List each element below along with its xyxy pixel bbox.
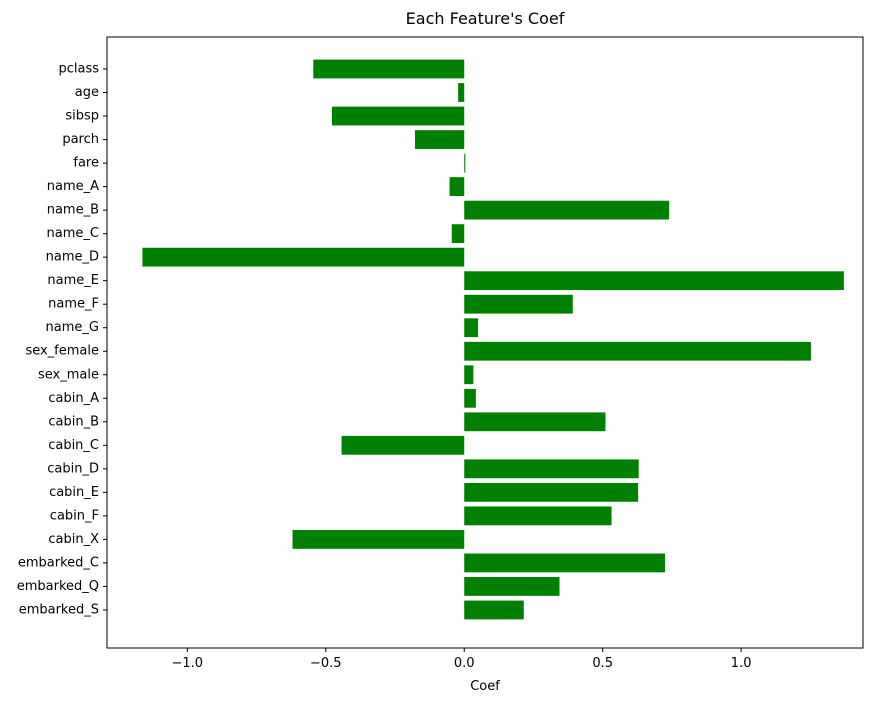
y-tick-label: cabin_B xyxy=(48,414,99,429)
y-tick-label: cabin_X xyxy=(48,532,99,547)
x-tick-label: 1.0 xyxy=(731,656,752,671)
x-tick-label: 0.5 xyxy=(592,656,613,671)
y-tick-label: name_E xyxy=(47,273,99,288)
bar-sex_male xyxy=(464,365,474,385)
x-tick-label: −1.0 xyxy=(172,656,204,671)
bar-cabin_D xyxy=(464,459,639,479)
bar-cabin_B xyxy=(464,412,606,432)
bar-name_D xyxy=(142,247,465,267)
bar-name_F xyxy=(464,294,573,314)
y-tick-label: cabin_D xyxy=(47,461,99,476)
bar-name_E xyxy=(464,271,844,291)
y-tick-label: embarked_S xyxy=(19,602,99,617)
bars-group xyxy=(142,59,844,620)
y-tick-label: sibsp xyxy=(65,109,99,124)
bar-name_B xyxy=(464,200,670,220)
bar-sex_female xyxy=(464,341,811,361)
y-tick-label: name_D xyxy=(46,250,99,265)
y-tick-label: name_B xyxy=(47,203,99,218)
bar-cabin_E xyxy=(464,482,639,502)
bar-cabin_X xyxy=(292,530,465,549)
bar-parch xyxy=(414,130,465,149)
y-tick-label: age xyxy=(75,85,99,100)
bar-cabin_C xyxy=(341,435,465,455)
x-tick-label: −0.5 xyxy=(310,656,342,671)
bar-age xyxy=(458,83,465,102)
y-tick-label: parch xyxy=(62,132,99,147)
bar-cabin_A xyxy=(464,388,476,408)
chart-title: Each Feature's Coef xyxy=(406,9,565,28)
y-tick-label: sex_female xyxy=(25,344,99,359)
y-tick-label: cabin_F xyxy=(50,508,99,523)
bar-name_G xyxy=(464,318,479,338)
bar-embarked_C xyxy=(464,553,665,573)
y-tick-label: embarked_C xyxy=(18,555,99,570)
bar-cabin_F xyxy=(464,506,612,526)
bar-embarked_S xyxy=(464,600,524,620)
y-axis-ticks: pclass age sibsp parch fare name_A name_B name_… xyxy=(17,62,107,617)
y-tick-label: name_A xyxy=(47,179,99,194)
y-tick-label: pclass xyxy=(58,62,99,77)
bar-name_A xyxy=(449,177,465,196)
bar-pclass xyxy=(313,59,465,79)
bar-fare xyxy=(464,153,466,173)
y-tick-label: fare xyxy=(73,156,99,171)
x-axis-ticks: −1.0 −0.5 0.0 0.5 1.0 xyxy=(172,648,752,671)
y-tick-label: name_F xyxy=(48,297,99,312)
bar-name_C xyxy=(451,224,465,244)
y-tick-label: sex_male xyxy=(38,367,99,382)
y-tick-label: cabin_E xyxy=(49,485,99,500)
bar-sibsp xyxy=(331,106,465,126)
y-tick-label: embarked_Q xyxy=(17,579,99,594)
y-tick-label: name_G xyxy=(46,320,99,335)
bar-embarked_Q xyxy=(464,577,560,596)
y-tick-label: name_C xyxy=(47,226,99,241)
x-tick-label: 0.0 xyxy=(454,656,475,671)
y-tick-label: cabin_C xyxy=(48,438,99,453)
plot-frame xyxy=(106,36,864,649)
y-tick-label: cabin_A xyxy=(48,391,99,406)
x-axis-label: Coef xyxy=(470,679,500,694)
